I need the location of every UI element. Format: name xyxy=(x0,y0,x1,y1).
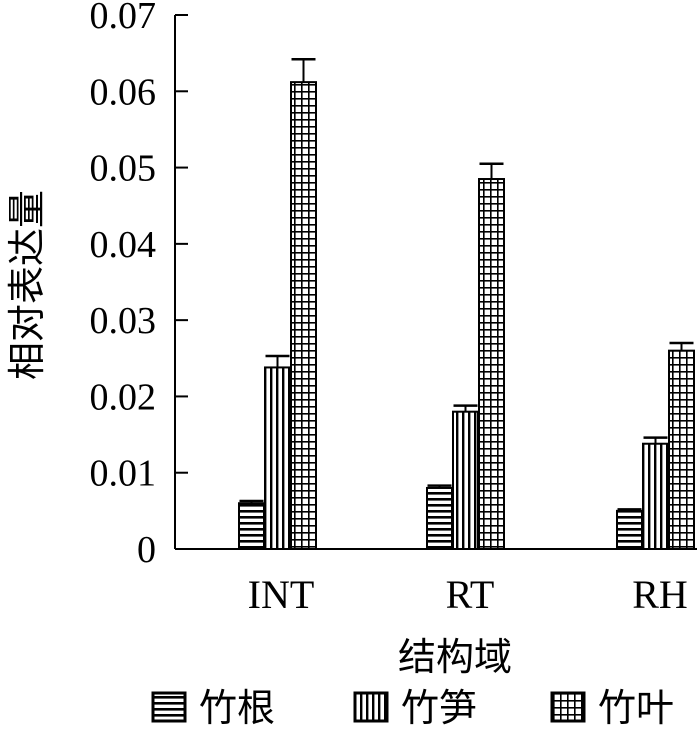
legend: 竹根 竹笋 竹叶 xyxy=(151,686,674,730)
y-tick-label: 0.05 xyxy=(90,148,157,190)
y-tick-label: 0.01 xyxy=(90,453,157,495)
legend-swatch xyxy=(151,691,187,723)
legend-swatch xyxy=(353,691,389,723)
bar-rh-series-1 xyxy=(642,442,669,550)
y-axis-label: 相对表达量 xyxy=(5,190,49,380)
y-tick-label: 0.02 xyxy=(90,376,157,418)
y-tick-label: 0.04 xyxy=(90,224,157,266)
x-category-label: RH xyxy=(632,572,688,617)
y-tick-label: 0.03 xyxy=(90,300,157,342)
x-category-label: INT xyxy=(248,572,315,617)
bar-int-series-0 xyxy=(238,502,265,551)
bar-rt-series-1 xyxy=(452,410,479,550)
y-ticks: 0 0.01 0.02 0.03 0.04 0.05 0.06 0.07 xyxy=(90,0,188,571)
bars-group xyxy=(238,57,695,551)
bar-int-series-2 xyxy=(290,81,317,550)
legend-label: 竹根 xyxy=(199,686,275,730)
x-category-label: RT xyxy=(446,572,495,617)
legend-label: 竹笋 xyxy=(401,686,477,730)
x-categories: INT RT RH xyxy=(248,572,688,617)
y-tick-label: 0.06 xyxy=(90,71,157,113)
bar-rt-series-0 xyxy=(426,486,453,551)
y-tick-label: 0.07 xyxy=(90,0,157,37)
legend-label: 竹叶 xyxy=(598,686,674,730)
bar-rt-series-2 xyxy=(478,178,505,550)
bar-rh-series-0 xyxy=(616,509,643,551)
x-axis-label: 结构域 xyxy=(398,635,512,679)
legend-swatch xyxy=(550,691,586,723)
bar-rh-series-2 xyxy=(668,349,695,550)
y-tick-label: 0 xyxy=(137,529,156,571)
y-axis: 0 0.01 0.02 0.03 0.04 0.05 0.06 0.07 xyxy=(90,0,188,571)
bar-int-series-1 xyxy=(264,366,291,550)
